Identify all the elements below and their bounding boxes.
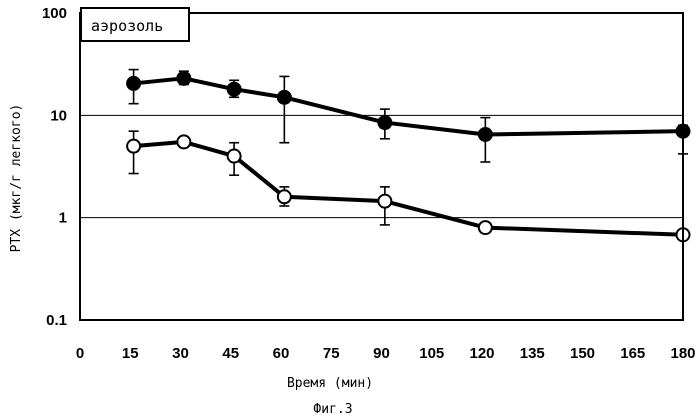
- x-tick-label: 105: [419, 345, 444, 362]
- series-line: [134, 78, 683, 134]
- x-tick-label: 90: [373, 345, 390, 362]
- x-tick-label: 180: [670, 345, 695, 362]
- x-tick-label: 45: [222, 345, 239, 362]
- data-point: [278, 190, 291, 203]
- series-layer: [127, 70, 689, 242]
- data-point: [278, 91, 291, 104]
- x-tick-label: 75: [323, 345, 340, 362]
- y-axis-title: PTX (мкг/г легкого): [9, 104, 24, 253]
- x-tick-label: 30: [172, 345, 189, 362]
- data-point: [127, 77, 140, 90]
- y-tick-label: 100: [42, 5, 67, 22]
- x-axis-title: Время (мин): [287, 376, 373, 391]
- data-point: [228, 83, 241, 96]
- x-tick-label: 15: [122, 345, 139, 362]
- x-axis-ticks: 0 15 30 45 60 75 90 105 120 135 150 165 180: [76, 345, 696, 362]
- data-point: [479, 221, 492, 234]
- data-point: [228, 150, 241, 163]
- data-point: [378, 116, 391, 129]
- data-point: [177, 135, 190, 148]
- x-tick-label: 60: [273, 345, 290, 362]
- plot-frame: [80, 13, 683, 320]
- x-tick-label: 165: [620, 345, 645, 362]
- data-point: [127, 140, 140, 153]
- y-tick-label: 0.1: [46, 312, 67, 329]
- x-tick-label: 120: [469, 345, 494, 362]
- series-open: [127, 131, 689, 241]
- y-tick-label: 1: [59, 210, 67, 227]
- x-tick-label: 150: [570, 345, 595, 362]
- data-point: [177, 72, 190, 85]
- y-axis-ticks: 0.1 1 10 100: [42, 5, 67, 329]
- legend: аэрозоль: [81, 8, 189, 41]
- legend-label: аэрозоль: [91, 17, 163, 35]
- series-line: [134, 142, 683, 235]
- figure-caption: Фиг.3: [313, 402, 352, 417]
- data-point: [378, 195, 391, 208]
- data-point: [479, 128, 492, 141]
- y-tick-label: 10: [50, 107, 67, 124]
- x-tick-label: 0: [76, 345, 84, 362]
- x-tick-label: 135: [520, 345, 545, 362]
